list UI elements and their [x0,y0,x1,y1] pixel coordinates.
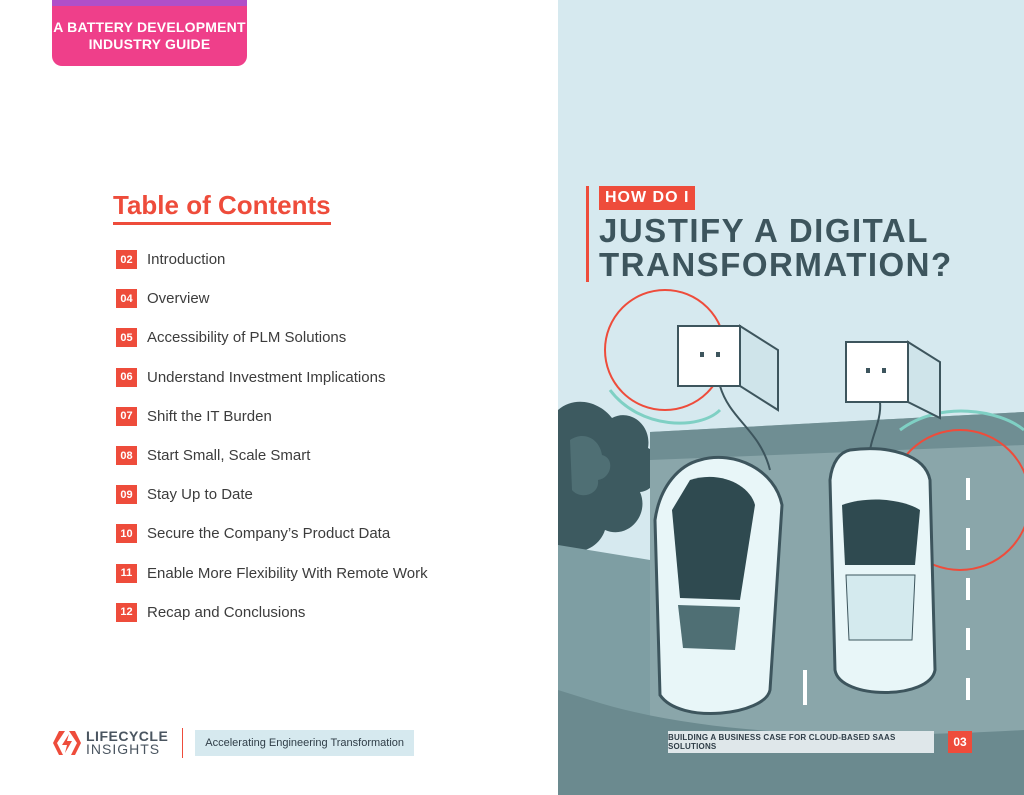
toc-page-number: 08 [116,446,137,466]
toc-label: Secure the Company’s Product Data [147,525,391,543]
hero-title: JUSTIFY A DIGITAL TRANSFORMATION? [599,214,953,282]
toc-page-number: 02 [116,250,137,270]
guide-tab-line2: INDUSTRY GUIDE [88,36,211,52]
toc-label: Understand Investment Implications [147,368,386,386]
toc-page-number: 12 [116,602,137,622]
toc-page-number: 11 [116,563,137,583]
brand-tagline: Accelerating Engineering Transformation [195,730,415,756]
brand-footer: LIFECYCLE INSIGHTS Accelerating Engineer… [52,728,415,758]
hero-heading: HOW DO I JUSTIFY A DIGITAL TRANSFORMATIO… [586,186,953,282]
section-footer-bar: BUILDING A BUSINESS CASE FOR CLOUD-BASED… [668,731,934,753]
toc-item-it-burden[interactable]: 07 Shift the IT Burden [116,397,428,436]
toc-label: Recap and Conclusions [147,603,306,621]
brand-line2: INSIGHTS [86,741,161,757]
ev-charger-icon [677,324,941,471]
toc-page-number: 09 [116,485,137,505]
toc-list: 02 Introduction 04 Overview 05 Accessibi… [116,240,428,632]
toc-page-number: 04 [116,289,137,309]
toc-item-overview[interactable]: 04 Overview [116,279,428,318]
toc-label: Overview [147,290,210,308]
hero-kicker: HOW DO I [599,186,696,210]
toc-label: Shift the IT Burden [147,407,272,425]
toc-page-number: 10 [116,524,137,544]
hero-title-line1: JUSTIFY A DIGITAL [599,212,929,249]
toc-label: Start Small, Scale Smart [147,447,311,465]
brand-line1: LIFECYCLE [86,728,169,744]
guide-tab: A BATTERY DEVELOPMENT INDUSTRY GUIDE [52,0,247,66]
toc-label: Enable More Flexibility With Remote Work [147,564,428,582]
tree-icon [558,401,660,552]
toc-label: Introduction [147,251,226,269]
toc-label: Accessibility of PLM Solutions [147,329,347,347]
lifecycle-insights-logo-icon [53,731,81,755]
toc-item-secure-data[interactable]: 10 Secure the Company’s Product Data [116,514,428,553]
brand-wordmark: LIFECYCLE INSIGHTS [86,728,169,757]
road-markings [803,478,970,705]
hero-title-line2: TRANSFORMATION? [599,246,953,283]
electric-car-icon [653,447,937,715]
page-number-badge: 03 [948,731,972,753]
toc-item-start-small[interactable]: 08 Start Small, Scale Smart [116,436,428,475]
toc-page-number: 05 [116,328,137,348]
toc-item-investment[interactable]: 06 Understand Investment Implications [116,358,428,397]
left-page: A BATTERY DEVELOPMENT INDUSTRY GUIDE Tab… [52,0,428,758]
toc-title: Table of Contents [113,190,331,225]
toc-item-accessibility[interactable]: 05 Accessibility of PLM Solutions [116,318,428,357]
brand-divider [182,728,184,758]
toc-page-number: 06 [116,367,137,387]
toc-page-number: 07 [116,406,137,426]
toc-item-recap[interactable]: 12 Recap and Conclusions [116,593,428,632]
guide-tab-line1: A BATTERY DEVELOPMENT [53,19,246,35]
toc-item-remote-work[interactable]: 11 Enable More Flexibility With Remote W… [116,554,428,593]
toc-label: Stay Up to Date [147,486,253,504]
toc-item-introduction[interactable]: 02 Introduction [116,240,428,279]
toc-item-up-to-date[interactable]: 09 Stay Up to Date [116,475,428,514]
